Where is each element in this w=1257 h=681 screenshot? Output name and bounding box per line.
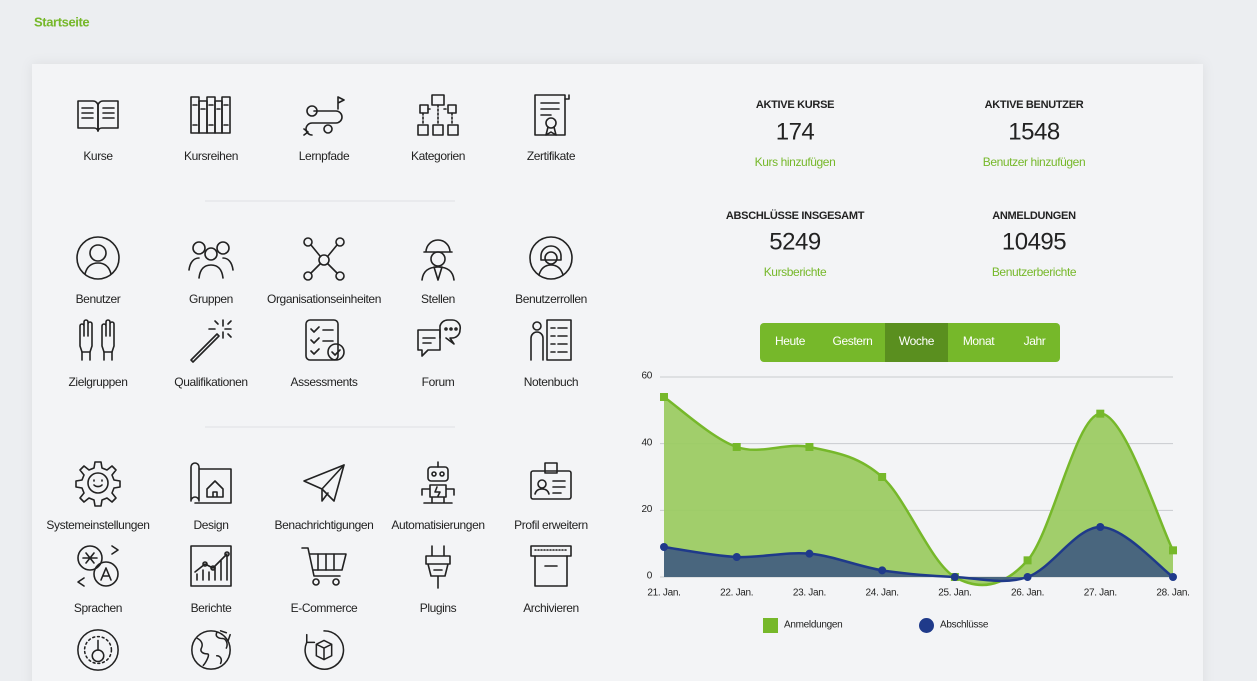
area-fill <box>664 397 1173 586</box>
x-tick-label: 23. Jan. <box>793 588 826 599</box>
menu-label[interactable]: Kurse <box>83 149 113 163</box>
stat-label: AKTIVE KURSE <box>756 99 834 111</box>
marker <box>878 566 887 575</box>
marker <box>1169 546 1177 555</box>
x-tick-label: 24. Jan. <box>866 588 899 599</box>
marker <box>660 393 668 401</box>
marker <box>1023 556 1032 565</box>
period-tabs: Heute Gestern Woche Monat Jahr <box>760 323 1060 362</box>
legend-marker <box>763 618 778 633</box>
menu-label[interactable]: Design <box>194 518 229 532</box>
x-tick-label: 28. Jan. <box>1156 588 1189 599</box>
menu-label[interactable]: Lernpfade <box>299 149 351 163</box>
menu-label[interactable]: Plugins <box>420 601 457 615</box>
y-tick-label: 20 <box>641 504 652 515</box>
marker <box>1169 573 1177 581</box>
legend-marker <box>919 618 934 633</box>
stat-link[interactable]: Kurs hinzufügen <box>755 155 836 169</box>
marker <box>878 473 887 481</box>
stat-value: 1548 <box>1008 118 1060 145</box>
stat-label: AKTIVE BENUTZER <box>985 99 1084 111</box>
x-tick-label: 26. Jan. <box>1011 588 1044 599</box>
menu-label[interactable]: Gruppen <box>189 292 233 306</box>
stats: AKTIVE KURSE 174 Kurs hinzufügen AKTIVE … <box>726 99 1086 279</box>
x-tick-label: 22. Jan. <box>720 588 753 599</box>
tab[interactable]: Heute <box>775 334 806 348</box>
tab[interactable]: Woche <box>899 334 935 348</box>
area-fill <box>664 527 1173 581</box>
menu-label[interactable]: Sprachen <box>74 601 123 615</box>
marker <box>660 543 668 551</box>
menu-label[interactable]: Forum <box>422 375 455 389</box>
x-tick-label: 25. Jan. <box>938 588 971 599</box>
legend-item[interactable]: Anmeldungen <box>763 618 843 633</box>
stat-value: 10495 <box>1002 228 1066 255</box>
chart: 0 20 40 60 21. Jan. 22. Jan. 23. Jan. 24. Jan. 2… <box>641 371 1190 633</box>
tab[interactable]: Gestern <box>833 334 873 348</box>
x-tick-label: 27. Jan. <box>1084 588 1117 599</box>
tab-active <box>885 323 948 362</box>
page-title: Startseite <box>34 14 89 29</box>
menu-label[interactable]: Systemeinstellungen <box>46 518 150 532</box>
menu-label[interactable]: Berichte <box>191 601 233 615</box>
menu-label[interactable]: Kategorien <box>411 149 465 163</box>
legend-label: Abschlüsse <box>940 620 989 631</box>
section: Systemeinstellungen Design Benachrichtig… <box>46 461 588 671</box>
legend-item[interactable]: Abschlüsse <box>919 618 989 633</box>
stat-label: ANMELDUNGEN <box>992 210 1076 222</box>
stat-label: ABSCHLÜSSE INSGESAMT <box>726 209 865 222</box>
menu-label[interactable]: E-Commerce <box>291 601 359 615</box>
stat-link[interactable]: Benutzerberichte <box>992 265 1077 279</box>
menu-label[interactable]: Organisationseinheiten <box>267 292 381 306</box>
menu-label[interactable]: Benachrichtigungen <box>275 518 374 532</box>
x-tick-label: 21. Jan. <box>647 588 680 599</box>
marker <box>732 443 741 451</box>
stat-value: 5249 <box>769 228 821 255</box>
menu-label[interactable]: Zertifikate <box>527 149 576 163</box>
stat-link[interactable]: Kursberichte <box>764 265 828 279</box>
menu-label[interactable]: Benutzer <box>76 292 122 306</box>
menu-label[interactable]: Profil erweitern <box>514 518 588 532</box>
menu-label[interactable]: Kursreihen <box>184 149 238 163</box>
stat-link[interactable]: Benutzer hinzufügen <box>983 155 1086 169</box>
tab[interactable]: Monat <box>963 334 996 348</box>
marker <box>1023 573 1032 581</box>
y-tick-label: 40 <box>641 437 652 448</box>
marker <box>732 553 741 561</box>
marker <box>1096 409 1105 418</box>
marker <box>1096 523 1105 531</box>
menu-label[interactable]: Qualifikationen <box>174 375 248 389</box>
menu-label[interactable]: Assessments <box>291 375 359 389</box>
menu-label[interactable]: Benutzerrollen <box>515 292 587 306</box>
section: Kurse Kursreihen Lernpfade Kategorien Ze… <box>77 94 576 163</box>
menu-label[interactable]: Automatisierungen <box>391 518 485 532</box>
menu-label[interactable]: Stellen <box>421 292 455 306</box>
menu-label[interactable]: Archivieren <box>523 601 579 615</box>
menu-label[interactable]: Zielgruppen <box>69 375 128 389</box>
stat-value: 174 <box>776 118 815 145</box>
tab[interactable]: Jahr <box>1024 334 1047 348</box>
marker <box>950 573 959 581</box>
y-tick-label: 0 <box>647 571 653 582</box>
y-tick-label: 60 <box>641 371 652 382</box>
section: Benutzer Gruppen Organisationseinheiten … <box>69 236 587 389</box>
legend-label: Anmeldungen <box>784 620 842 631</box>
menu-label[interactable]: Notenbuch <box>524 375 579 389</box>
marker <box>805 443 814 451</box>
marker <box>805 549 814 558</box>
